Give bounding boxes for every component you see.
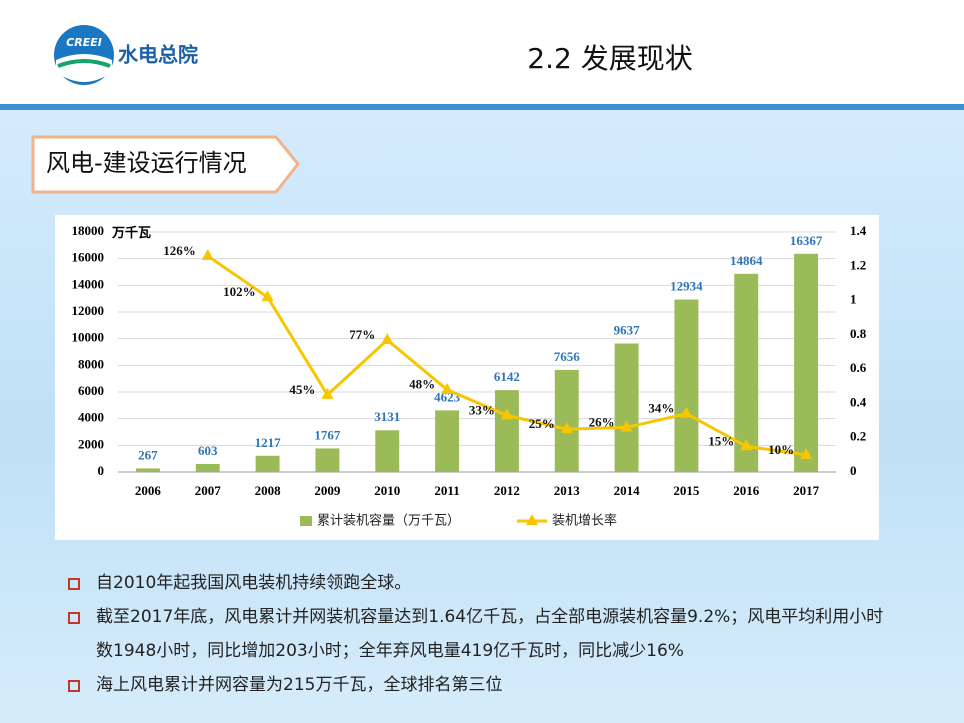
legend-swatch bbox=[300, 516, 312, 526]
line-label: 34% bbox=[648, 401, 674, 416]
bar bbox=[195, 463, 220, 472]
y-tick-label: 0 bbox=[98, 463, 105, 478]
legend-swatch bbox=[526, 514, 538, 525]
y2-tick-label: 0.2 bbox=[850, 429, 866, 444]
bullet: 截至2017年底，风电累计并网装机容量达到1.64亿千瓦，占全部电源装机容量9.… bbox=[62, 600, 892, 668]
line-marker bbox=[800, 447, 813, 459]
y2-tick-label: 1.4 bbox=[850, 223, 867, 238]
bar bbox=[375, 430, 400, 472]
bar bbox=[135, 468, 160, 472]
line-marker bbox=[321, 387, 334, 399]
y2-tick-label: 1 bbox=[850, 292, 857, 307]
x-tick-label: 2011 bbox=[434, 483, 459, 498]
bar bbox=[315, 448, 340, 472]
logo-wave bbox=[56, 54, 112, 82]
x-tick-label: 2008 bbox=[255, 483, 281, 498]
bar-label: 6142 bbox=[494, 369, 520, 384]
org-name: 水电总院 bbox=[118, 43, 198, 67]
line-label: 102% bbox=[223, 284, 256, 299]
y-tick-label: 16000 bbox=[72, 250, 105, 265]
line-label: 15% bbox=[708, 433, 734, 448]
bar-label: 16367 bbox=[790, 233, 823, 248]
bar-label: 12934 bbox=[670, 279, 703, 294]
section-tag bbox=[31, 135, 300, 194]
bar-label: 7656 bbox=[554, 349, 581, 364]
bar bbox=[554, 369, 579, 472]
legend-label: 装机增长率 bbox=[552, 513, 617, 529]
bar bbox=[614, 343, 639, 472]
line-marker bbox=[620, 420, 633, 432]
line-marker bbox=[500, 408, 513, 420]
bar-label: 9637 bbox=[614, 322, 641, 337]
bar bbox=[734, 273, 759, 472]
bar-label: 1767 bbox=[314, 427, 341, 442]
bar-label: 267 bbox=[138, 447, 158, 462]
y2-tick-label: 0 bbox=[850, 463, 857, 478]
line-marker bbox=[680, 406, 693, 418]
slide-title: 2.2 发展现状 bbox=[527, 42, 692, 75]
line-label: 10% bbox=[768, 442, 794, 457]
x-tick-label: 2012 bbox=[494, 483, 520, 498]
bar-label: 1217 bbox=[255, 435, 281, 450]
line-label: 77% bbox=[349, 327, 375, 342]
y-tick-label: 8000 bbox=[78, 356, 104, 371]
x-tick-label: 2007 bbox=[195, 483, 222, 498]
x-tick-label: 2015 bbox=[673, 483, 700, 498]
line-label: 126% bbox=[163, 243, 196, 258]
y-tick-label: 2000 bbox=[78, 436, 104, 451]
line-label: 48% bbox=[409, 377, 435, 392]
bar bbox=[255, 455, 280, 472]
bar bbox=[494, 390, 519, 472]
x-tick-label: 2013 bbox=[554, 483, 581, 498]
header: CREEI 水电总院 2.2 发展现状 风电-建设运行情况 bbox=[31, 25, 693, 194]
y2-tick-label: 0.6 bbox=[850, 360, 867, 375]
y-tick-label: 14000 bbox=[72, 276, 105, 291]
logo-text: CREEI bbox=[66, 36, 102, 49]
legend-label: 累计装机容量（万千瓦） bbox=[317, 513, 460, 529]
x-tick-label: 2010 bbox=[374, 483, 400, 498]
y-tick-label: 18000 bbox=[72, 223, 105, 238]
header-bar bbox=[0, 0, 964, 110]
line-marker bbox=[441, 382, 454, 394]
bullet: 海上风电累计并网容量为215万千瓦，全球排名第三位 bbox=[62, 668, 892, 702]
y2-tick-label: 0.8 bbox=[850, 326, 867, 341]
line-marker bbox=[261, 290, 274, 302]
bar bbox=[674, 299, 699, 472]
chart: 0 2000 4000 6000 8000 10000 12000 14000 16000 180… bbox=[55, 215, 879, 540]
logo-wave bbox=[57, 59, 111, 68]
y-axis-label: 万千瓦 bbox=[111, 225, 151, 240]
x-tick-label: 2006 bbox=[135, 483, 162, 498]
line-marker bbox=[560, 422, 573, 434]
line-label: 45% bbox=[289, 382, 315, 397]
y2-tick-label: 1.2 bbox=[850, 257, 866, 272]
line-label: 25% bbox=[529, 416, 555, 431]
line-label: 26% bbox=[589, 414, 615, 429]
x-tick-label: 2016 bbox=[733, 483, 760, 498]
x-tick-label: 2017 bbox=[793, 483, 820, 498]
bar-label: 603 bbox=[198, 443, 218, 458]
bar bbox=[794, 253, 819, 472]
line-marker bbox=[201, 249, 214, 260]
x-tick-label: 2009 bbox=[314, 483, 341, 498]
bullet-list: 自2010年起我国风电装机持续领跑全球。 截至2017年底，风电累计并网装机容量达… bbox=[62, 566, 892, 702]
y-tick-label: 10000 bbox=[72, 330, 105, 345]
bar-label: 14864 bbox=[730, 253, 763, 268]
line-marker bbox=[740, 439, 753, 451]
line-marker bbox=[381, 333, 394, 344]
y2-tick-label: 0.4 bbox=[850, 394, 867, 409]
y-tick-label: 12000 bbox=[72, 303, 105, 318]
line-label: 33% bbox=[469, 402, 495, 417]
section-title: 风电-建设运行情况 bbox=[46, 149, 247, 177]
bar bbox=[435, 410, 460, 472]
x-tick-label: 2014 bbox=[614, 483, 641, 498]
y-tick-label: 6000 bbox=[78, 383, 104, 398]
y-tick-label: 4000 bbox=[78, 410, 104, 425]
bar-label: 3131 bbox=[374, 409, 400, 424]
bullet: 自2010年起我国风电装机持续领跑全球。 bbox=[62, 566, 892, 600]
